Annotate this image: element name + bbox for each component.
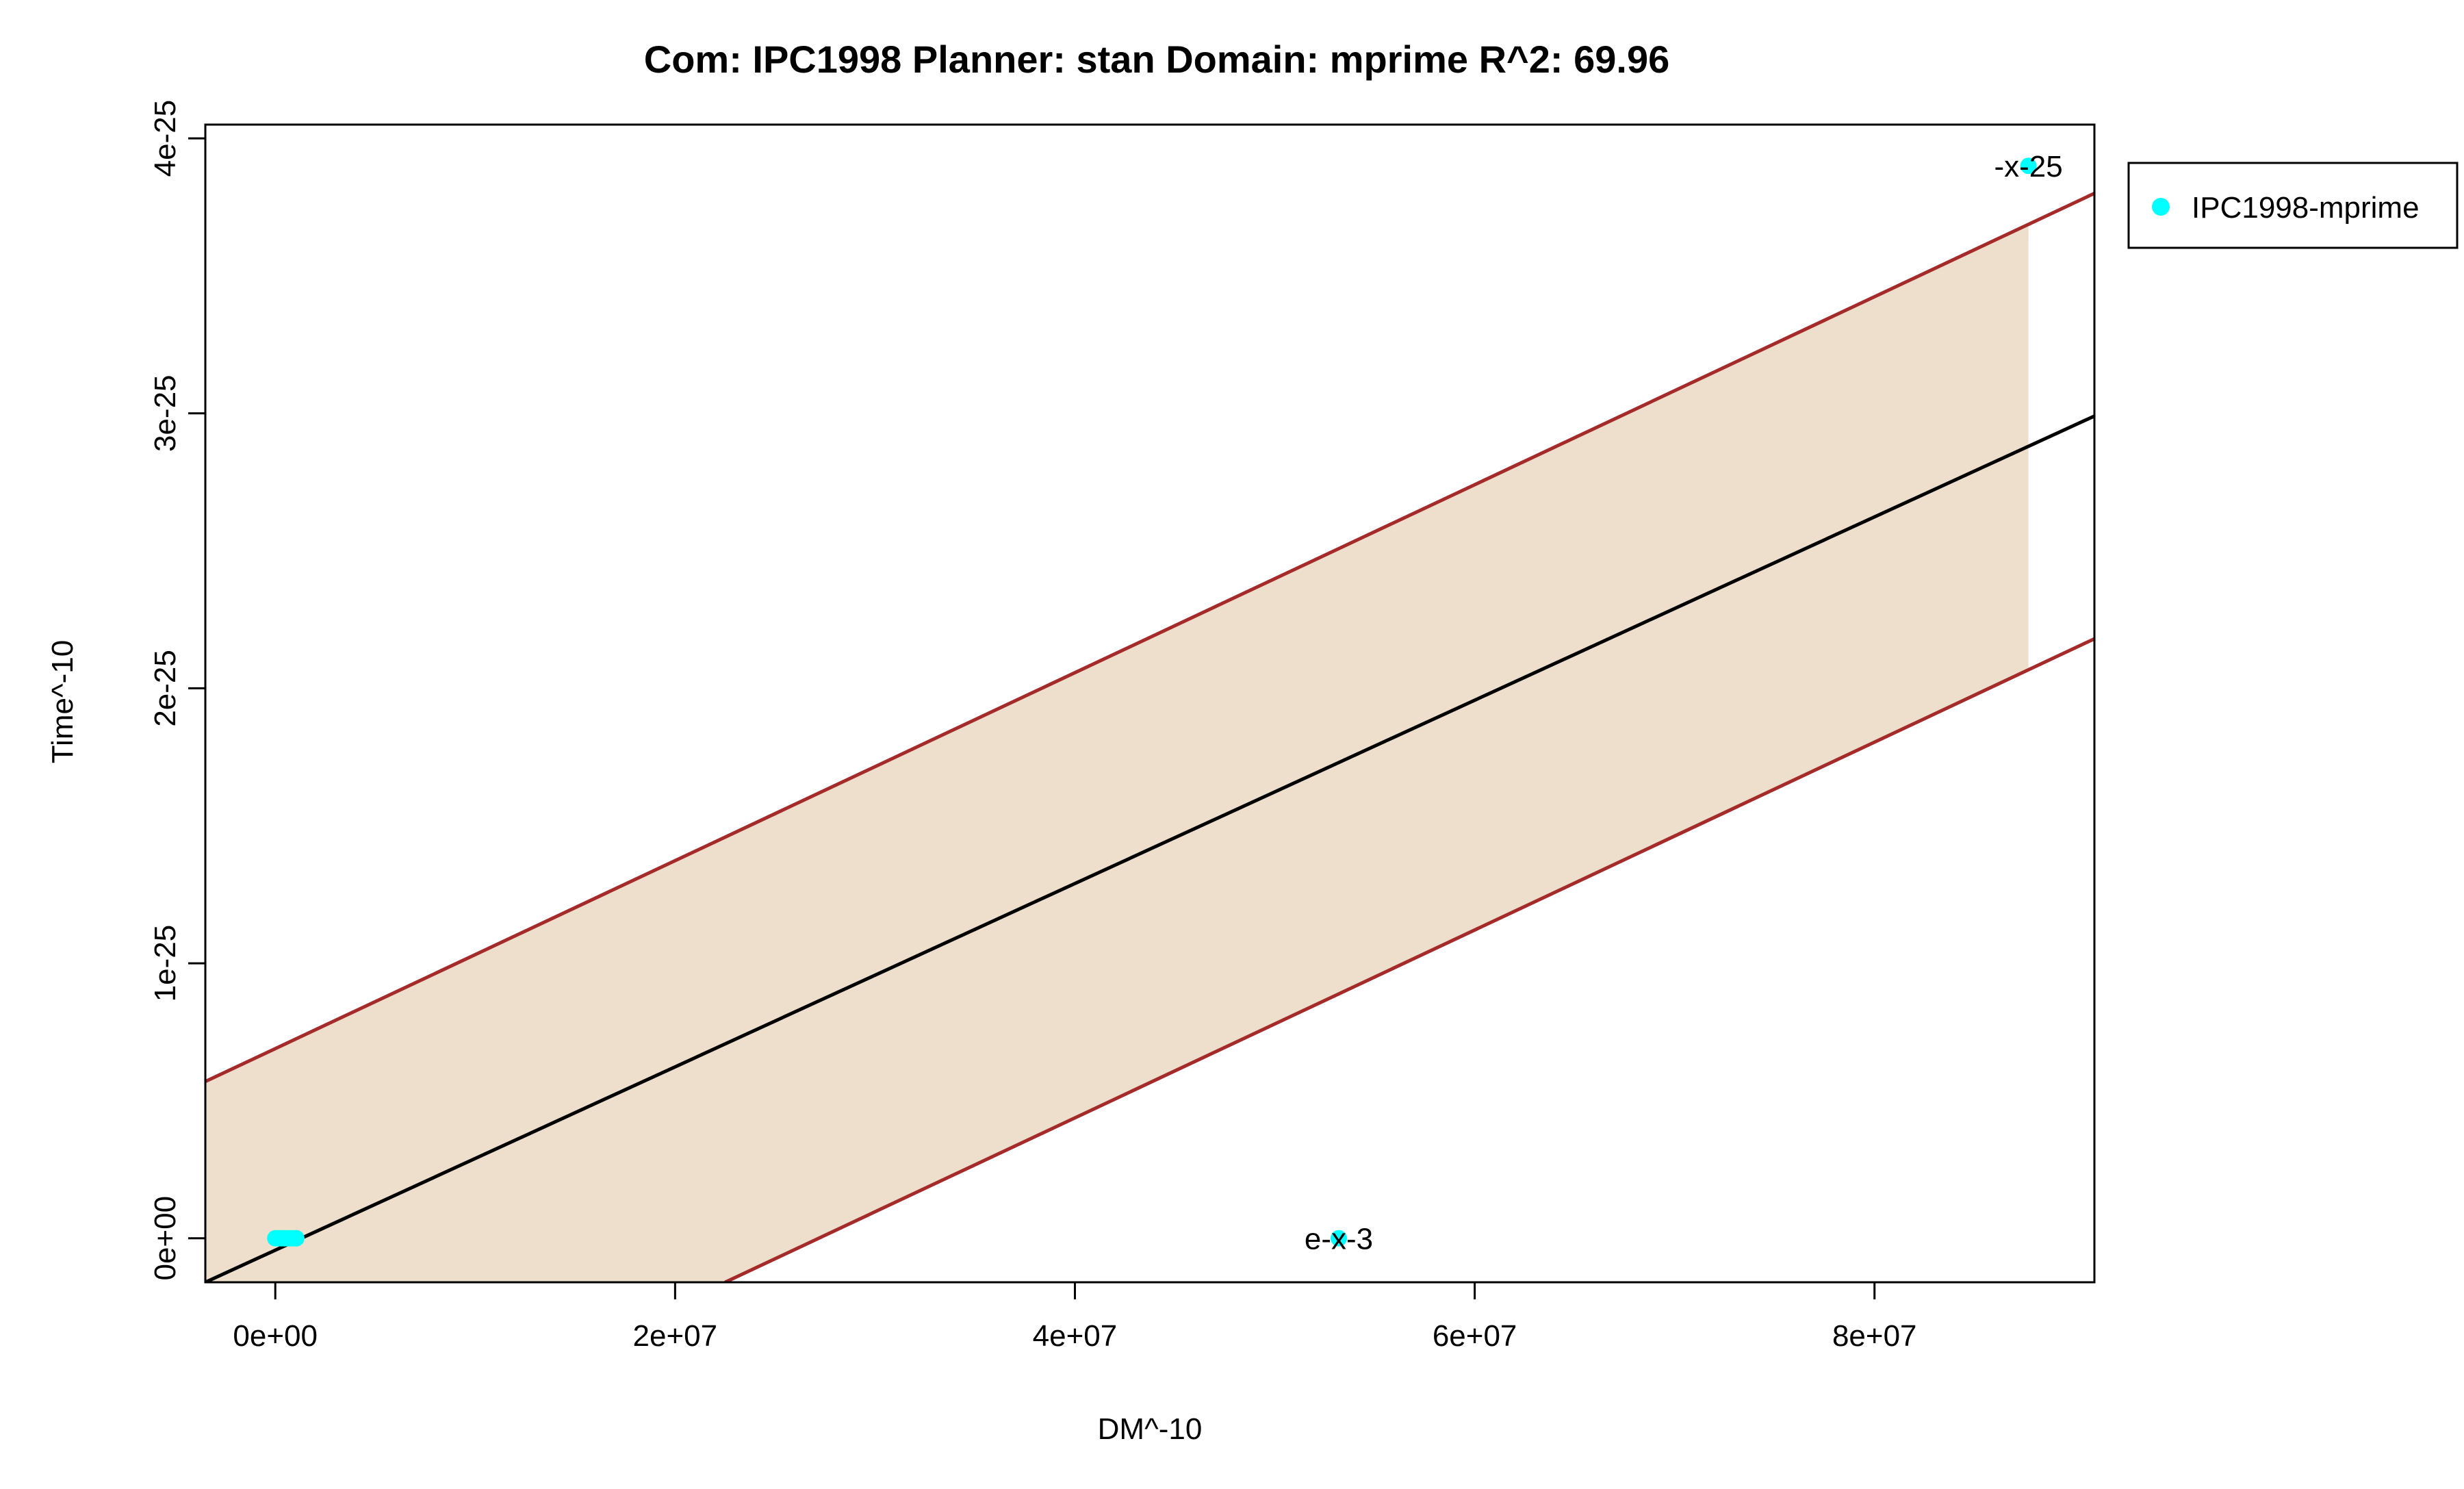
x-axis: 0e+00 2e+07 4e+07 6e+07 8e+07 [233, 1281, 1917, 1353]
legend-label-ipc1998-mprime: IPC1998-mprime [2192, 191, 2420, 225]
data-point [1331, 1230, 1347, 1247]
x-axis-label: DM^-10 [1098, 1412, 1203, 1446]
plot-clip-group [205, 192, 2094, 1282]
y-tick-label: 0e+00 [149, 1196, 182, 1281]
y-tick-label: 3e-25 [149, 374, 182, 452]
x-tick-label: 2e+07 [633, 1319, 718, 1353]
data-point [287, 1230, 305, 1247]
x-tick-label: 6e+07 [1433, 1319, 1517, 1353]
x-tick-label: 4e+07 [1033, 1319, 1118, 1353]
chart-title: Com: IPC1998 Planner: stan Domain: mprim… [644, 38, 1670, 81]
y-tick-label: 2e-25 [149, 650, 182, 727]
data-point-label: e-x-3 [1305, 1223, 1373, 1256]
x-tick-label: 0e+00 [233, 1319, 318, 1353]
legend-marker-ipc1998-mprime [2152, 198, 2170, 216]
plot-area [204, 123, 2096, 1284]
series-layer: e-x-3 -x-25 [267, 150, 2063, 1256]
regression-line [205, 414, 2094, 1282]
y-axis: 0e+00 1e-25 2e-25 3e-25 4e-25 [149, 100, 207, 1281]
prediction-band [205, 223, 2029, 1282]
y-tick-label: 1e-25 [149, 925, 182, 1002]
legend: IPC1998-mprime [2127, 162, 2459, 249]
y-axis-label: Time^-10 [46, 640, 79, 763]
data-point-label: -x-25 [1994, 150, 2062, 183]
legend-box [2127, 162, 2459, 249]
data-point [2020, 157, 2037, 175]
lower-band-line [724, 637, 2094, 1282]
x-tick-label: 8e+07 [1832, 1319, 1917, 1353]
y-tick-label: 4e-25 [149, 100, 182, 177]
upper-band-line [205, 192, 2094, 1084]
